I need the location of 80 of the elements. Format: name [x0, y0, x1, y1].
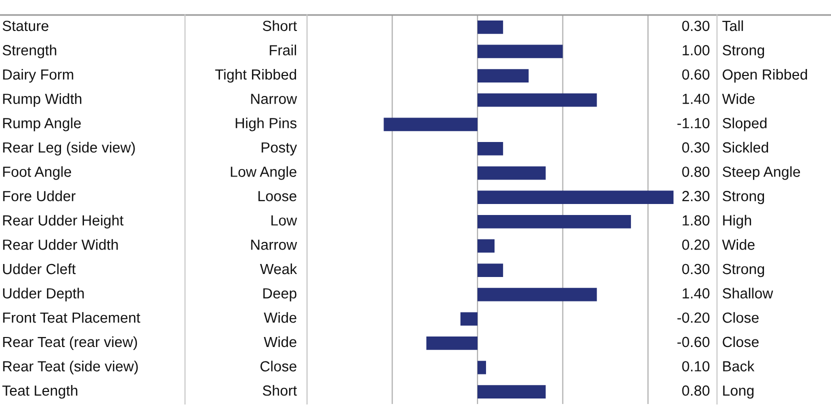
- bar: [478, 166, 546, 180]
- bar: [478, 190, 674, 204]
- text: Sloped: [722, 118, 766, 132]
- y-tick-label: Rear Teat (side view): [3, 360, 138, 374]
- data-label: 0.30: [682, 264, 710, 274]
- text: Sickled: [722, 142, 768, 153]
- text: Short: [262, 20, 297, 32]
- data-label: 1.40: [682, 94, 710, 104]
- data-label: 0.60: [682, 69, 710, 80]
- data-label: 0.30: [682, 142, 710, 153]
- bar: [478, 385, 546, 399]
- data-label: 2.30: [682, 190, 710, 202]
- y-tick-label: Dairy Form: [3, 68, 74, 83]
- data-label: -1.10: [677, 118, 710, 128]
- y-tick-label: Front Teat Placement: [3, 312, 140, 323]
- text: Close: [260, 360, 296, 372]
- y-tick-label: Foot Angle: [3, 166, 72, 180]
- text: Open Ribbed: [722, 68, 807, 83]
- bar: [426, 336, 478, 350]
- bar: [478, 288, 597, 302]
- y-tick-label: Udder Cleft: [3, 263, 76, 274]
- text: Wide: [264, 312, 296, 323]
- bar: [478, 93, 597, 107]
- y-tick-label: Rear Udder Height: [3, 214, 124, 228]
- text: Back: [723, 360, 754, 372]
- text: Wide: [722, 93, 755, 104]
- data-label: 1.00: [682, 45, 710, 56]
- bar: [478, 239, 495, 253]
- text: Tall: [722, 20, 743, 32]
- text: Shallow: [722, 288, 774, 299]
- data-label: 0.20: [682, 240, 710, 250]
- text: Low Angle: [230, 166, 296, 180]
- text: Frail: [270, 44, 296, 56]
- bar: [478, 264, 504, 277]
- bar: [460, 312, 478, 326]
- text: High: [723, 214, 752, 228]
- text: High Pins: [236, 118, 296, 132]
- y-tick-label: Teat Length: [2, 385, 78, 399]
- text: Short: [262, 385, 297, 396]
- y-tick-label: Rump Width: [3, 93, 82, 107]
- y-tick-label: Fore Udder: [3, 190, 76, 202]
- y-tick-label: Strength: [2, 44, 56, 58]
- text: Close: [722, 336, 759, 348]
- text: Low: [271, 215, 298, 226]
- data-label: 0.80: [682, 385, 710, 396]
- y-tick-label: Rear Leg (side view): [3, 142, 135, 156]
- data-label: 0.80: [682, 166, 710, 177]
- data-label: 1.40: [682, 288, 710, 299]
- data-label: 0.30: [682, 20, 710, 32]
- text: Wide: [264, 336, 296, 348]
- text: Narrow: [251, 240, 298, 250]
- text: Strong: [722, 264, 764, 278]
- data-label: -0.20: [677, 312, 710, 323]
- data-label: -0.60: [677, 336, 710, 348]
- bar: [478, 44, 563, 58]
- bar: [478, 214, 631, 228]
- bar: [384, 118, 478, 132]
- text: Wide: [722, 239, 755, 250]
- text: Deep: [263, 288, 296, 302]
- bar: [478, 142, 504, 156]
- y-tick-label: Udder Depth: [3, 288, 84, 302]
- bar: [478, 360, 486, 374]
- text: Loose: [258, 191, 296, 202]
- text: Weak: [260, 263, 298, 274]
- text: Posty: [262, 142, 297, 156]
- bar: [478, 69, 529, 82]
- data-label: 0.10: [682, 361, 710, 372]
- text: Narrow: [251, 94, 298, 104]
- bar: [478, 20, 504, 34]
- text: Strong: [722, 190, 764, 204]
- y-tick-label: Rear Teat (rear view): [3, 336, 137, 350]
- text: Strong: [722, 45, 764, 58]
- data-label: 1.80: [682, 215, 710, 226]
- text: Steep Angle: [722, 166, 800, 180]
- y-tick-label: Rear Udder Width: [3, 239, 118, 250]
- y-tick-label: Stature: [2, 20, 48, 32]
- y-tick-label: Rump Angle: [3, 118, 81, 132]
- text: Tight Ribbed: [215, 68, 296, 83]
- text: Close: [722, 312, 759, 323]
- text: Long: [723, 386, 754, 399]
